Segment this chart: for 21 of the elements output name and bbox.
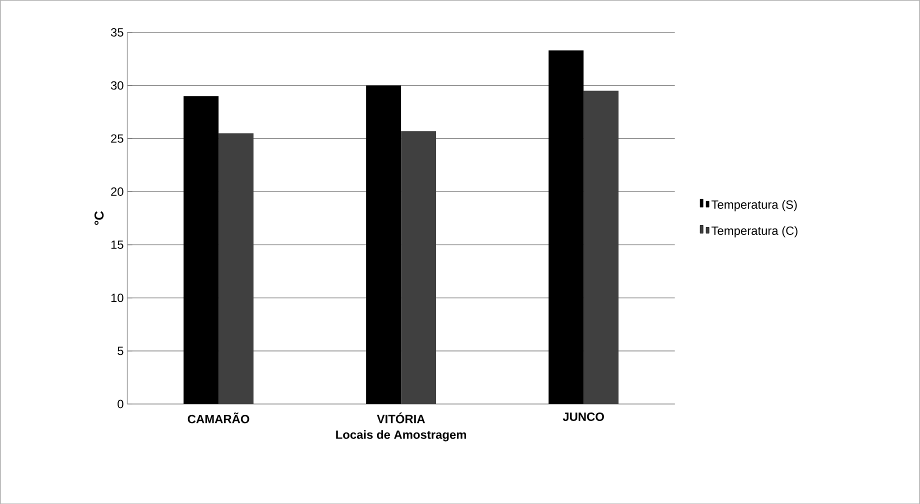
y-tick-label: 0 xyxy=(118,400,124,408)
y-tick-label: 15 xyxy=(111,240,124,249)
y-tick-label: 35 xyxy=(110,28,124,36)
legend-label: Temperatura (S) xyxy=(712,200,797,212)
y-tick-label: 5 xyxy=(118,346,124,355)
x-tick-label: VITÓRIA xyxy=(376,412,425,424)
x-tick-label: JUNCO xyxy=(562,412,604,421)
y-tick-label: 10 xyxy=(111,293,124,302)
bar xyxy=(366,85,402,404)
bar xyxy=(184,96,219,404)
bar xyxy=(218,133,254,404)
x-axis-title: Locais de Amostragem xyxy=(336,430,466,442)
y-axis-title: °C xyxy=(94,211,104,225)
y-tick-label: 30 xyxy=(110,81,124,90)
x-tick-label: CAMARÃO xyxy=(188,412,250,424)
bar xyxy=(401,130,436,404)
y-tick-label: 25 xyxy=(111,134,124,143)
bar xyxy=(548,50,584,404)
legend-label: Temperatura (C) xyxy=(712,226,798,238)
bar xyxy=(584,90,619,404)
y-tick-label: 20 xyxy=(111,187,124,196)
